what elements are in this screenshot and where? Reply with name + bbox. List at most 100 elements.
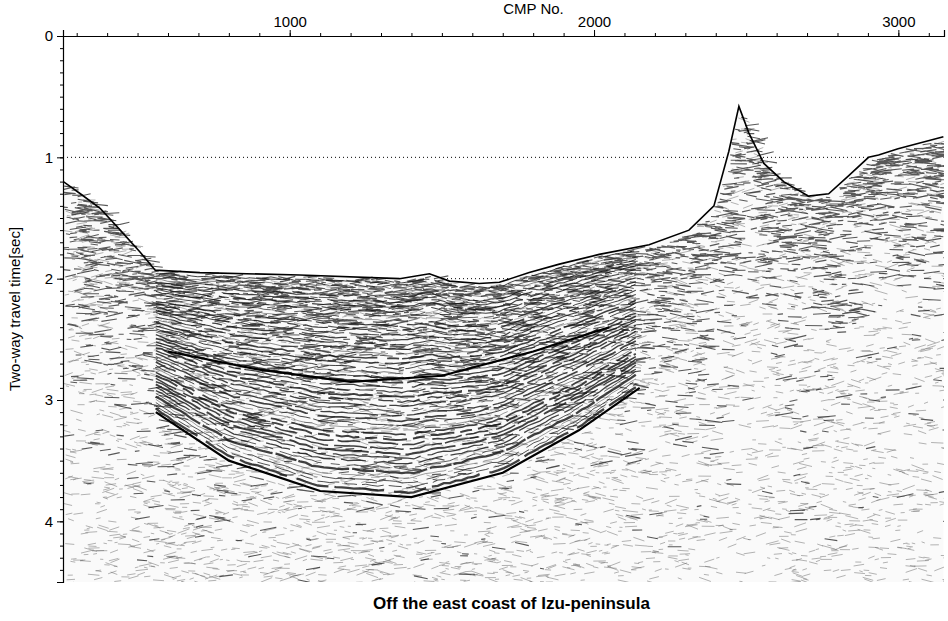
minor-tick (60, 327, 63, 328)
minor-tick (60, 60, 63, 61)
minor-tick-mark (564, 33, 565, 36)
minor-tick (229, 33, 230, 36)
minor-tick-mark (837, 33, 838, 36)
minor-tick (60, 351, 63, 352)
minor-tick (60, 206, 63, 207)
minor-tick-mark (60, 546, 63, 547)
minor-tick (60, 145, 63, 146)
minor-tick (60, 121, 63, 122)
minor-tick-mark (60, 145, 63, 146)
minor-tick (60, 533, 63, 534)
noise-strokes (63, 118, 944, 582)
horizons (63, 106, 943, 497)
seismic-texture (63, 117, 944, 582)
minor-tick (60, 230, 63, 231)
minor-tick (138, 33, 139, 36)
minor-tick-mark (351, 33, 352, 36)
sea-floor (63, 106, 943, 283)
minor-tick-mark (60, 473, 63, 474)
minor-tick-mark (60, 509, 63, 510)
minor-tick-mark (777, 33, 778, 36)
minor-tick (60, 558, 63, 559)
x-axis-title: CMP No. (503, 0, 564, 17)
minor-tick-mark (624, 33, 625, 36)
minor-tick-mark (60, 109, 63, 110)
minor-tick-mark (60, 133, 63, 134)
minor-tick-mark (60, 242, 63, 243)
minor-tick-mark (60, 169, 63, 170)
minor-tick (503, 33, 504, 36)
minor-tick (107, 33, 108, 36)
minor-tick (60, 449, 63, 450)
layer-texture (156, 290, 636, 345)
minor-ticks (60, 37, 63, 583)
minor-tick (60, 242, 63, 243)
tick: 3000 (882, 13, 915, 36)
minor-tick-mark (716, 33, 717, 36)
y-axis-line (57, 37, 64, 583)
minor-tick (60, 97, 63, 98)
minor-tick (60, 364, 63, 365)
minor-tick (868, 33, 869, 36)
minor-tick-mark (60, 291, 63, 292)
minor-tick-mark (60, 412, 63, 413)
minor-tick (60, 303, 63, 304)
minor-tick-mark (60, 315, 63, 316)
minor-tick (60, 267, 63, 268)
minor-tick (259, 33, 260, 36)
minor-tick-mark (929, 33, 930, 36)
minor-tick-mark (60, 218, 63, 219)
tick-mark (898, 30, 899, 36)
minor-tick (60, 339, 63, 340)
minor-tick-mark (685, 33, 686, 36)
x-axis-line (64, 30, 945, 37)
minor-tick-mark (807, 33, 808, 36)
minor-tick-mark (60, 72, 63, 73)
minor-tick-mark (60, 533, 63, 534)
tick-label: 4 (45, 513, 53, 530)
minor-tick (624, 33, 625, 36)
layer-texture (156, 262, 636, 304)
layer-texture (156, 313, 636, 378)
layer-texture (156, 288, 636, 340)
tick-mark (57, 36, 63, 37)
minor-tick (442, 33, 443, 36)
tick-mark (57, 521, 63, 522)
minor-ticks (77, 33, 929, 36)
minor-tick-mark (60, 206, 63, 207)
tick-label: 2000 (578, 13, 611, 30)
minor-tick-mark (60, 303, 63, 304)
minor-tick-mark (60, 497, 63, 498)
minor-tick (60, 72, 63, 73)
minor-tick-mark (77, 33, 78, 36)
minor-tick-mark (60, 570, 63, 571)
minor-tick-mark (655, 33, 656, 36)
layer-texture (156, 259, 636, 301)
minor-tick-mark (60, 60, 63, 61)
minor-tick-mark (472, 33, 473, 36)
minor-tick (411, 33, 412, 36)
layer-texture (156, 381, 636, 483)
plot-area (63, 36, 944, 582)
tick-label: 1000 (274, 13, 307, 30)
minor-tick (60, 133, 63, 134)
minor-tick (60, 509, 63, 510)
reflector (156, 388, 640, 497)
minor-tick-mark (60, 121, 63, 122)
minor-tick (716, 33, 717, 36)
minor-tick (168, 33, 169, 36)
minor-tick-mark (60, 364, 63, 365)
y-axis: 01234 (45, 27, 64, 582)
reflection-strokes (63, 117, 944, 582)
tick-label: 2 (45, 270, 53, 287)
minor-tick-mark (60, 436, 63, 437)
minor-tick-mark (60, 376, 63, 377)
layer-texture (156, 278, 636, 327)
minor-tick (807, 33, 808, 36)
layer-texture (156, 379, 636, 479)
tick-label: 3000 (882, 13, 915, 30)
minor-tick (777, 33, 778, 36)
minor-tick-mark (60, 351, 63, 352)
minor-tick-mark (60, 327, 63, 328)
minor-tick (60, 570, 63, 571)
